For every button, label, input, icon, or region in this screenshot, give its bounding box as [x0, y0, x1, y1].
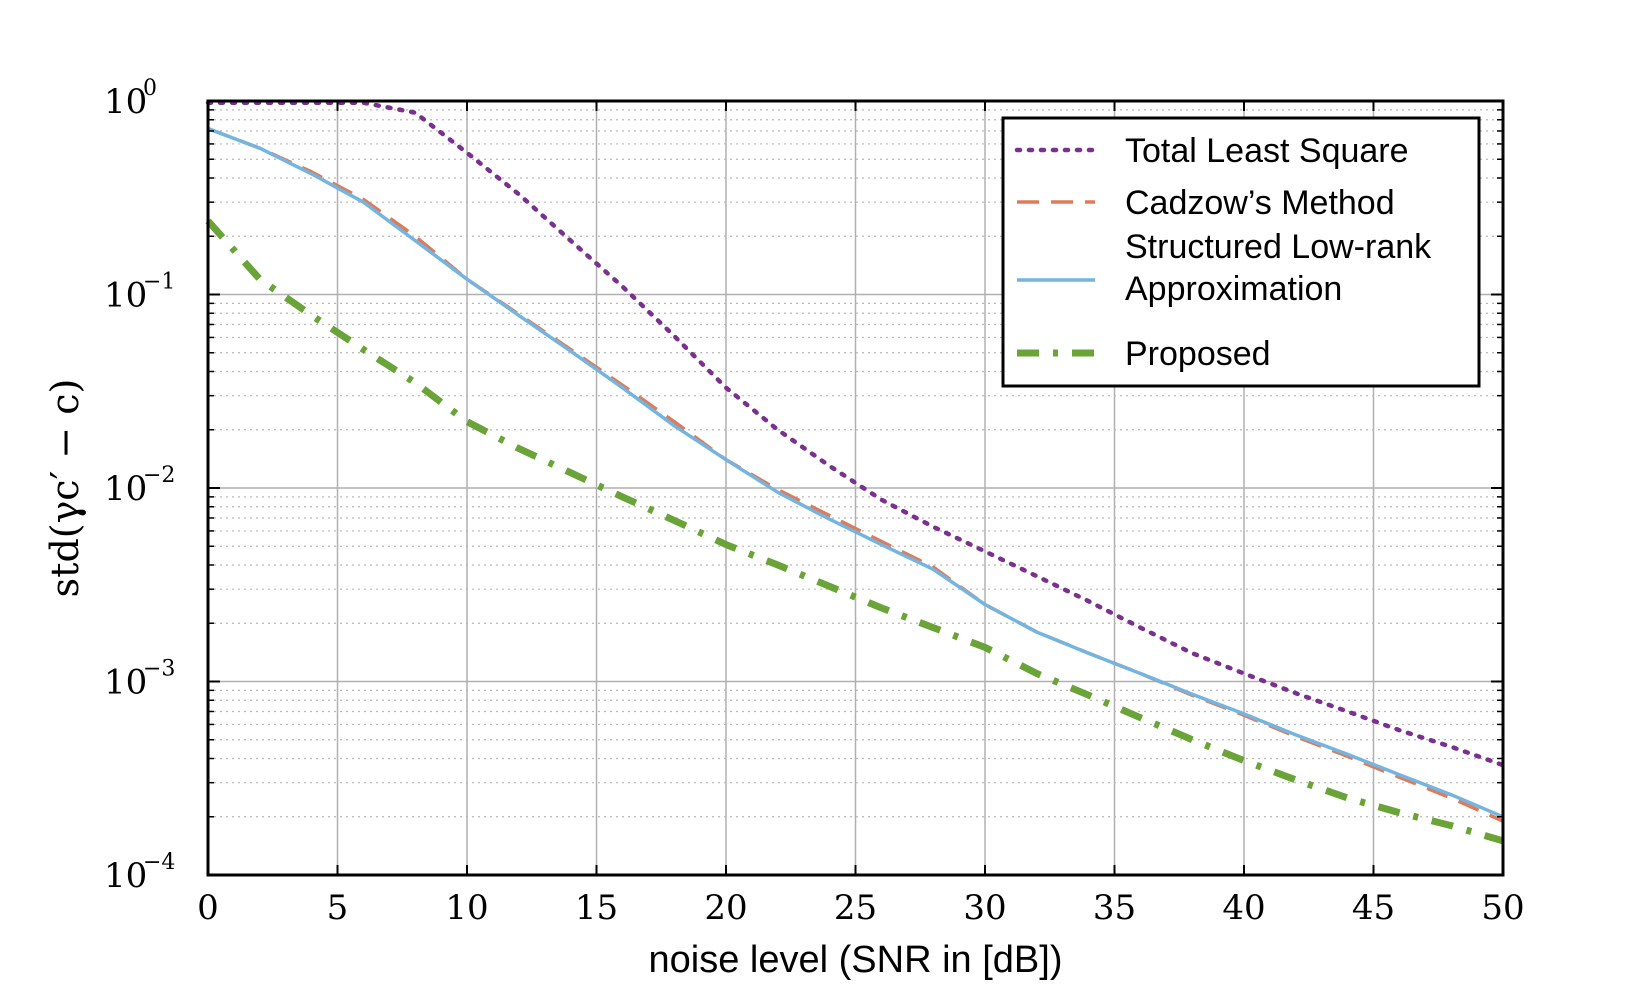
y-tick-label: 10−3 [104, 657, 175, 703]
legend-label: Cadzow’s Method [1125, 184, 1395, 222]
y-tick-label: 10−2 [104, 463, 175, 509]
y-tick-base: 10 [104, 276, 147, 316]
x-tick-label: 5 [327, 888, 349, 928]
y-tick-base: 10 [104, 82, 147, 122]
y-tick-base: 10 [104, 469, 147, 509]
legend-label: Approximation [1125, 270, 1342, 308]
legend-label: Proposed [1125, 335, 1271, 373]
x-tick-label: 0 [197, 888, 219, 928]
y-tick-label: 10−1 [104, 270, 175, 316]
y-axis-label: std(γc′ − c) [43, 379, 87, 598]
y-tick-label: 100 [104, 76, 157, 122]
x-tick-label: 10 [445, 888, 488, 928]
legend-label: Total Least Square [1125, 132, 1409, 170]
x-tick-label: 20 [704, 888, 747, 928]
series-line-2 [207, 126, 1504, 819]
legend-label: Structured Low-rank [1125, 228, 1432, 266]
x-tick-label: 25 [834, 888, 877, 928]
x-tick-label: 40 [1222, 888, 1265, 928]
series-line-3 [205, 218, 1504, 845]
x-tick-label: 15 [575, 888, 618, 928]
y-tick-exponent: −4 [143, 850, 175, 875]
plot-series [205, 100, 1506, 845]
y-tick-exponent: −3 [143, 657, 175, 682]
legend: Total Least Square Cadzow’s Method Structu… [1001, 116, 1481, 388]
x-axis-label: noise level (SNR in [dB]) [649, 939, 1063, 981]
series-line-0 [205, 100, 1506, 768]
x-tick-label: 35 [1093, 888, 1136, 928]
y-tick-exponent: −1 [143, 270, 175, 295]
y-tick-label: 10−4 [104, 850, 175, 896]
x-tick-label: 30 [963, 888, 1006, 928]
legend-box [1001, 116, 1481, 388]
x-tick-label: 50 [1481, 888, 1524, 928]
y-tick-base: 10 [104, 856, 147, 896]
y-tick-exponent: −2 [143, 463, 175, 488]
x-tick-label: 45 [1352, 888, 1395, 928]
y-tick-base: 10 [104, 663, 147, 703]
y-tick-exponent: 0 [143, 76, 157, 101]
